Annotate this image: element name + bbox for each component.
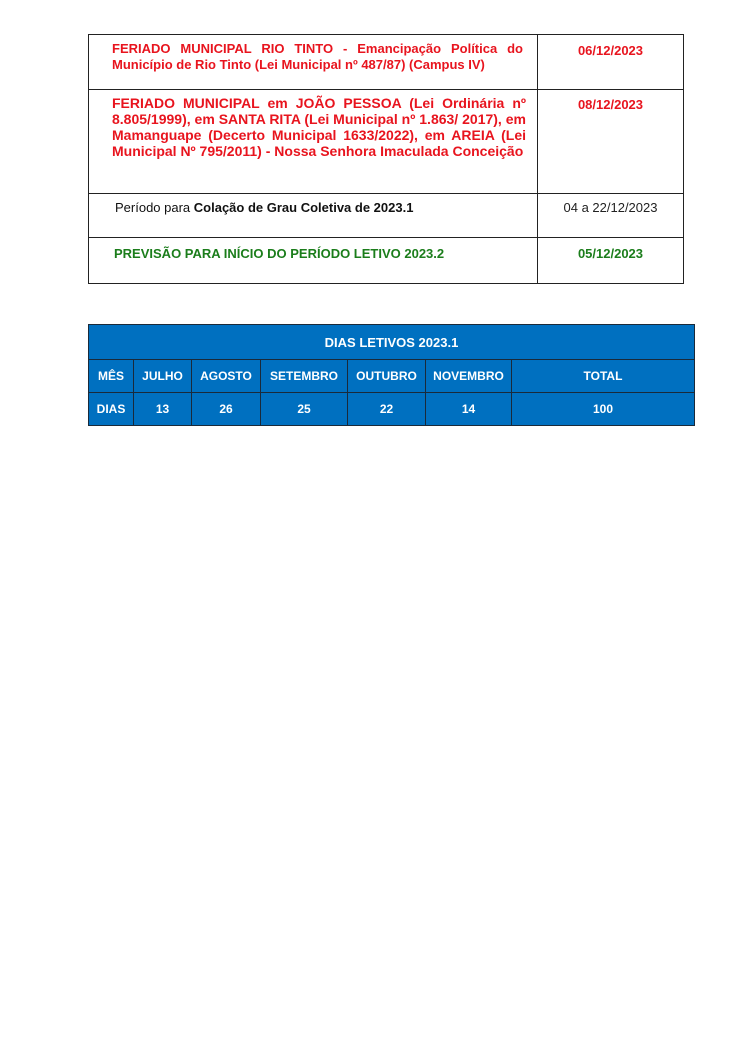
table-row: FERIADO MUNICIPAL em JOÃO PESSOA (Lei Or… bbox=[88, 89, 684, 194]
value-cell: 22 bbox=[347, 392, 426, 426]
value-cell: 14 bbox=[425, 392, 512, 426]
event-prefix: Período para bbox=[115, 200, 194, 215]
event-date: 04 a 22/12/2023 bbox=[537, 193, 684, 238]
table-row: Período para Colação de Grau Coletiva de… bbox=[88, 193, 684, 238]
value-cell: 100 bbox=[511, 392, 695, 426]
values-row: DIAS 13 26 25 22 14 100 bbox=[88, 392, 695, 426]
event-description: FERIADO MUNICIPAL em JOÃO PESSOA (Lei Or… bbox=[88, 89, 538, 194]
value-cell: DIAS bbox=[88, 392, 134, 426]
header-cell: AGOSTO bbox=[191, 359, 261, 393]
header-row: MÊS JULHO AGOSTO SETEMBRO OUTUBRO NOVEMB… bbox=[88, 359, 695, 393]
header-cell: OUTUBRO bbox=[347, 359, 426, 393]
table-title: DIAS LETIVOS 2023.1 bbox=[88, 324, 695, 360]
table-row: PREVISÃO PARA INÍCIO DO PERÍODO LETIVO 2… bbox=[88, 237, 684, 284]
value-cell: 25 bbox=[260, 392, 348, 426]
event-description: Período para Colação de Grau Coletiva de… bbox=[88, 193, 538, 238]
table-row: FERIADO MUNICIPAL RIO TINTO - Emancipaçã… bbox=[88, 34, 684, 90]
header-cell: MÊS bbox=[88, 359, 134, 393]
value-cell: 26 bbox=[191, 392, 261, 426]
event-description: PREVISÃO PARA INÍCIO DO PERÍODO LETIVO 2… bbox=[88, 237, 538, 284]
event-description: FERIADO MUNICIPAL RIO TINTO - Emancipaçã… bbox=[88, 34, 538, 90]
header-cell: JULHO bbox=[133, 359, 192, 393]
header-cell: TOTAL bbox=[511, 359, 695, 393]
header-cell: NOVEMBRO bbox=[425, 359, 512, 393]
event-date: 08/12/2023 bbox=[537, 89, 684, 194]
value-cell: 13 bbox=[133, 392, 192, 426]
event-date: 05/12/2023 bbox=[537, 237, 684, 284]
event-date: 06/12/2023 bbox=[537, 34, 684, 90]
event-title: Colação de Grau Coletiva de 2023.1 bbox=[193, 200, 414, 215]
header-cell: SETEMBRO bbox=[260, 359, 348, 393]
dias-letivos-table: DIAS LETIVOS 2023.1 MÊS JULHO AGOSTO SET… bbox=[88, 324, 695, 426]
calendar-events-table: FERIADO MUNICIPAL RIO TINTO - Emancipaçã… bbox=[88, 34, 684, 284]
